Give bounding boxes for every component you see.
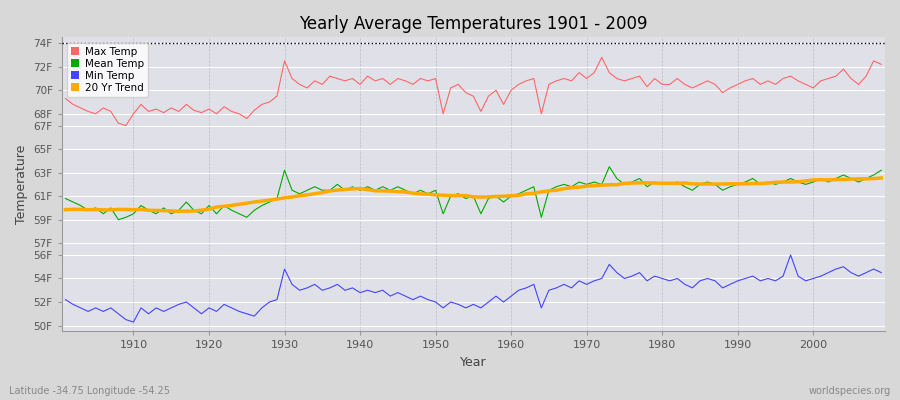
- Title: Yearly Average Temperatures 1901 - 2009: Yearly Average Temperatures 1901 - 2009: [299, 15, 648, 33]
- Text: worldspecies.org: worldspecies.org: [809, 386, 891, 396]
- X-axis label: Year: Year: [460, 356, 487, 369]
- Y-axis label: Temperature: Temperature: [15, 145, 28, 224]
- Text: Latitude -34.75 Longitude -54.25: Latitude -34.75 Longitude -54.25: [9, 386, 170, 396]
- Legend: Max Temp, Mean Temp, Min Temp, 20 Yr Trend: Max Temp, Mean Temp, Min Temp, 20 Yr Tre…: [67, 42, 148, 97]
